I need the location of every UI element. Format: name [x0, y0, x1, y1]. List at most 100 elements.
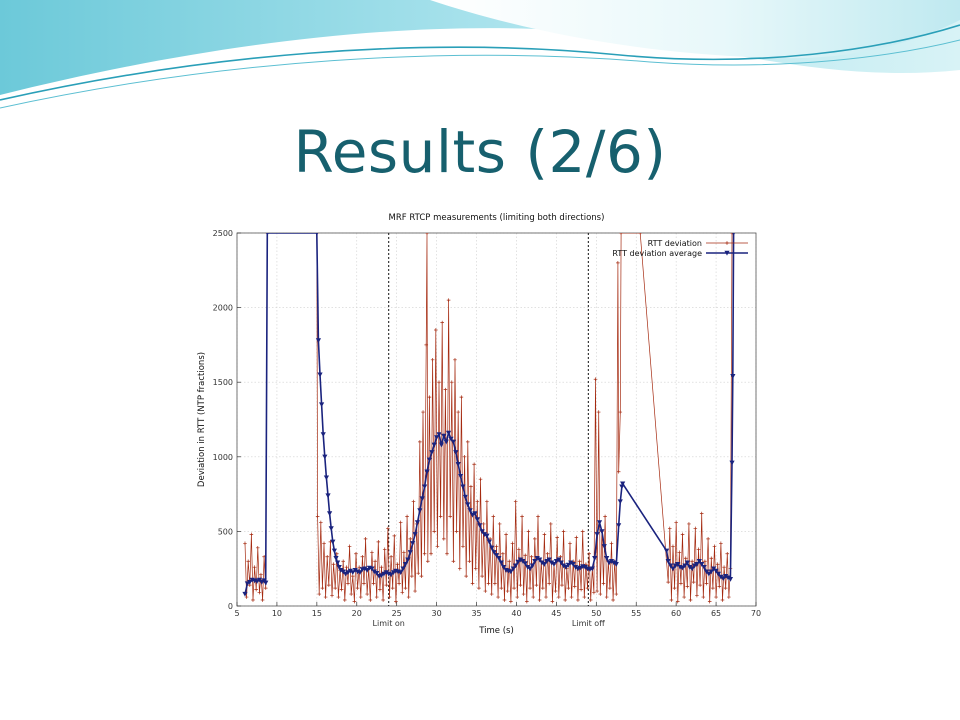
- y-axis-title: Deviation in RTT (NTP fractions): [197, 352, 207, 487]
- rtt-deviation-point: [703, 559, 707, 564]
- y-tick-label: 2000: [213, 304, 233, 313]
- rtt-deviation-point: [536, 514, 540, 519]
- rtt-average-point: [527, 566, 533, 572]
- rtt-deviation-point: [437, 380, 441, 384]
- rtt-deviation-point: [483, 589, 488, 593]
- chart-canvas: 5 10 15 20 25 30 35 40 45 50 55 60 65 70 0 500 1000 1500 2…: [197, 213, 761, 636]
- x-tick-label: 50: [591, 609, 601, 618]
- rtt-deviation-point: [727, 595, 731, 599]
- rtt-deviation-point: [469, 484, 473, 489]
- rtt-average-point: [398, 570, 404, 576]
- y-tick-label: 0: [228, 602, 233, 611]
- rtt-deviation-point: [432, 529, 437, 534]
- rtt-average-point: [383, 570, 389, 576]
- x-tick-label: 15: [312, 609, 322, 618]
- rtt-deviation-point: [528, 586, 532, 590]
- rtt-deviation-point: [496, 595, 500, 599]
- rtt-average-point: [336, 565, 342, 570]
- rtt-deviation-point: [704, 581, 709, 586]
- rtt-average-point: [687, 565, 693, 570]
- rtt-average-point: [730, 374, 736, 379]
- rtt-deviation-point: [405, 514, 409, 519]
- rtt-average-point: [670, 566, 676, 572]
- rtt-deviation-point: [486, 581, 491, 586]
- rtt-deviation-point: [545, 551, 550, 556]
- rtt-deviation-point: [592, 590, 596, 595]
- rtt-average-point: [708, 569, 714, 575]
- rtt-deviation-point: [553, 589, 558, 593]
- y-tick-label: 1500: [213, 378, 233, 387]
- rtt-deviation-point: [389, 554, 393, 559]
- rtt-deviation-point: [531, 595, 536, 599]
- rtt-average-point: [450, 439, 456, 445]
- rtt-average-point: [522, 561, 528, 567]
- rtt-deviation-point: [339, 587, 344, 592]
- rtt-average-point: [592, 556, 598, 561]
- rtt-deviation-point: [440, 320, 445, 325]
- rtt-deviation-point: [373, 559, 377, 564]
- rtt-deviation-point: [688, 598, 693, 602]
- rtt-deviation-point: [438, 514, 443, 519]
- rtt-deviation-point: [464, 574, 468, 578]
- rtt-deviation-point: [394, 599, 398, 604]
- rtt-deviation-point: [382, 547, 387, 552]
- rtt-deviation-point: [254, 587, 258, 592]
- rtt-deviation-point: [572, 584, 577, 589]
- rtt-average-point: [414, 520, 421, 526]
- rtt-deviation-point: [529, 554, 534, 559]
- rtt-deviation-point: [349, 592, 353, 596]
- rtt-deviation-point: [722, 565, 726, 570]
- rtt-average-point: [331, 548, 338, 554]
- rtt-deviation-point: [680, 532, 685, 537]
- rtt-deviation-point: [419, 574, 424, 578]
- rtt-average-point: [347, 568, 353, 574]
- rtt-average-point: [434, 435, 440, 441]
- rtt-deviation-point: [494, 544, 499, 549]
- rtt-deviation-point: [457, 566, 462, 571]
- rtt-deviation-point: [352, 599, 357, 604]
- rtt-average-point: [729, 460, 735, 466]
- rtt-deviation-point: [344, 565, 349, 570]
- rtt-deviation-point: [400, 590, 405, 595]
- rtt-deviation-point: [569, 595, 574, 599]
- rtt-average-point: [548, 560, 555, 566]
- rtt-deviation-point: [685, 584, 690, 589]
- rtt-average-point: [537, 557, 543, 563]
- rtt-average-point: [424, 469, 430, 475]
- rtt-deviation-point: [426, 559, 430, 564]
- rtt-deviation-point: [249, 532, 254, 537]
- rtt-deviation-point: [720, 598, 725, 602]
- rtt-deviation-point: [368, 598, 373, 602]
- x-tick-label: 70: [751, 609, 761, 618]
- rtt-average-point: [493, 553, 500, 558]
- rtt-deviation-point: [357, 565, 361, 570]
- rtt-average-point: [570, 562, 576, 567]
- x-tick-label: 45: [551, 609, 561, 618]
- rtt-average-point: [455, 462, 461, 467]
- rtt-deviation-point: [325, 554, 330, 559]
- rtt-deviation-point: [406, 595, 411, 599]
- rtt-deviation-point: [354, 551, 358, 556]
- rtt-deviation-point: [398, 520, 403, 525]
- rtt-average-point: [601, 544, 607, 549]
- rtt-deviation-point: [365, 592, 369, 596]
- limit-marker-label: Limit on: [373, 619, 405, 628]
- rtt-deviation-point: [547, 581, 551, 586]
- rtt-deviation-point: [687, 522, 691, 526]
- rtt-deviation-point: [402, 550, 406, 555]
- rtt-deviation-point: [390, 586, 395, 590]
- rtt-deviation-point: [556, 595, 561, 599]
- rtt-average-point: [333, 556, 339, 561]
- rtt-deviation-point: [489, 592, 494, 596]
- x-tick-label: 40: [511, 609, 521, 618]
- rtt-deviation-point: [451, 559, 456, 564]
- rtt-deviation-point: [475, 499, 480, 504]
- rtt-average-point: [665, 559, 671, 564]
- rtt-deviation-point: [263, 586, 268, 590]
- rtt-average-point: [328, 526, 334, 532]
- rtt-deviation-point: [443, 387, 448, 392]
- rtt-deviation-point: [251, 598, 255, 602]
- rtt-average-point: [496, 556, 502, 561]
- rtt-deviation-point: [467, 559, 472, 564]
- rtt-deviation-point: [491, 514, 496, 519]
